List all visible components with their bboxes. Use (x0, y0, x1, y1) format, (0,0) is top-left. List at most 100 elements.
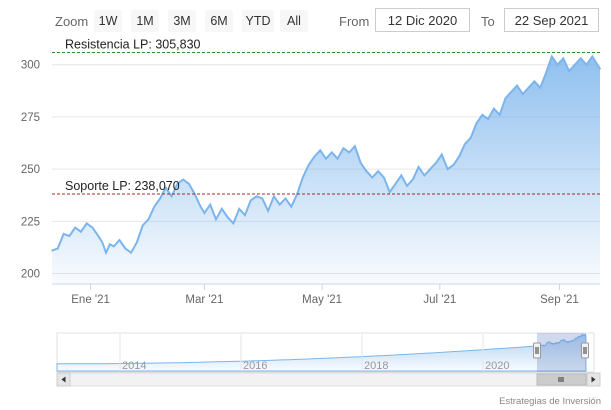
data-point (188, 183, 190, 185)
data-point (91, 226, 94, 229)
navigator-tick-label: 2018 (364, 360, 388, 372)
data-point (136, 241, 138, 243)
x-tick-label: Mar '21 (185, 294, 223, 306)
data-point (556, 63, 559, 66)
data-point (307, 164, 310, 166)
data-point (562, 57, 565, 60)
zoom-all-button[interactable]: All (280, 10, 308, 32)
resistance-label: Resistencia LP: 305,830 (65, 38, 201, 52)
scrollbar-track[interactable] (56, 372, 601, 387)
data-point (487, 118, 489, 120)
data-point (464, 143, 466, 145)
data-point (249, 199, 252, 202)
data-point (118, 239, 121, 241)
navigator-selected-range[interactable] (537, 333, 586, 372)
navigator-tick-label: 2016 (243, 360, 267, 372)
data-point (400, 174, 403, 177)
zoom-label: Zoom (55, 14, 89, 29)
data-point (112, 245, 115, 248)
data-point (498, 114, 501, 116)
data-point (85, 222, 88, 225)
data-point (130, 251, 132, 254)
data-point (394, 183, 397, 185)
data-point (359, 162, 362, 164)
navigator-right-handle[interactable] (581, 342, 589, 359)
data-point (551, 55, 553, 58)
data-point (412, 178, 414, 181)
data-point (170, 195, 173, 198)
scroll-left-arrow-icon (61, 376, 66, 383)
to-date-input[interactable]: 22 Sep 2021 (504, 8, 599, 32)
data-point (109, 243, 111, 246)
from-date-input[interactable]: 12 Dic 2020 (375, 8, 470, 32)
x-tick-label: Sep '21 (540, 294, 579, 306)
data-point (147, 218, 150, 221)
zoom-6m-button[interactable]: 6M (205, 10, 233, 32)
data-point (182, 178, 184, 181)
data-point (417, 166, 420, 168)
navigator-tick-label: 2014 (122, 360, 146, 372)
data-point (244, 214, 246, 216)
x-tick-label: Ene '21 (71, 294, 110, 306)
data-point (383, 176, 385, 179)
data-point (533, 80, 536, 83)
series-points (51, 55, 601, 254)
data-point (97, 235, 100, 237)
x-axis: Ene '21 Mar '21 May '21 Jul '21 Sep '21 (71, 284, 579, 306)
navigator: 2014 2016 2018 2020 (56, 332, 595, 373)
data-point (57, 247, 59, 250)
range-selector: Zoom 1W 1M 3M 6M YTD All From 12 Dic 202… (0, 8, 611, 36)
data-point (574, 63, 576, 66)
data-point (284, 197, 287, 200)
data-point (325, 157, 327, 160)
data-point (342, 147, 345, 149)
data-point (141, 224, 144, 227)
data-point (377, 170, 379, 172)
zoom-1m-button[interactable]: 1M (131, 10, 159, 32)
y-tick-label: 225 (21, 216, 40, 228)
zoom-ytd-button[interactable]: YTD (242, 10, 274, 32)
scroll-right-arrow-icon (591, 376, 596, 383)
data-point (273, 195, 275, 198)
data-point (331, 151, 333, 154)
credits-text: Estrategias de Inversión (499, 396, 601, 407)
data-point (153, 205, 156, 208)
data-point (435, 162, 437, 164)
zoom-3m-button[interactable]: 3M (168, 10, 196, 32)
data-point (255, 195, 258, 198)
zoom-1w-button[interactable]: 1W (94, 10, 122, 32)
data-point (481, 114, 484, 116)
data-point (267, 210, 269, 212)
series-area (52, 56, 600, 285)
data-point (527, 86, 530, 89)
scrollbar[interactable] (56, 372, 601, 387)
data-point (215, 218, 217, 221)
data-point (591, 55, 594, 58)
navigator-left-handle[interactable] (533, 342, 541, 359)
data-point (101, 241, 103, 243)
data-point (441, 153, 443, 156)
data-point (568, 70, 570, 72)
data-point (74, 226, 76, 229)
data-point (209, 203, 211, 206)
y-tick-label: 200 (21, 269, 40, 281)
data-point (388, 191, 391, 193)
y-tick-label: 250 (21, 164, 40, 176)
data-point (516, 84, 518, 87)
y-tick-label: 300 (21, 60, 40, 72)
y-tick-label: 275 (21, 112, 40, 124)
data-point (105, 251, 107, 254)
data-point (165, 187, 167, 189)
data-point (302, 176, 304, 179)
y-axis: 200 225 250 275 300 (21, 60, 40, 281)
data-point (319, 149, 322, 152)
data-point (545, 72, 547, 74)
data-point (176, 183, 179, 185)
data-point (585, 63, 588, 66)
x-tick-label: Jul '21 (423, 294, 456, 306)
data-point (290, 205, 293, 208)
data-point (469, 137, 472, 139)
data-point (68, 235, 71, 237)
data-point (429, 168, 432, 170)
